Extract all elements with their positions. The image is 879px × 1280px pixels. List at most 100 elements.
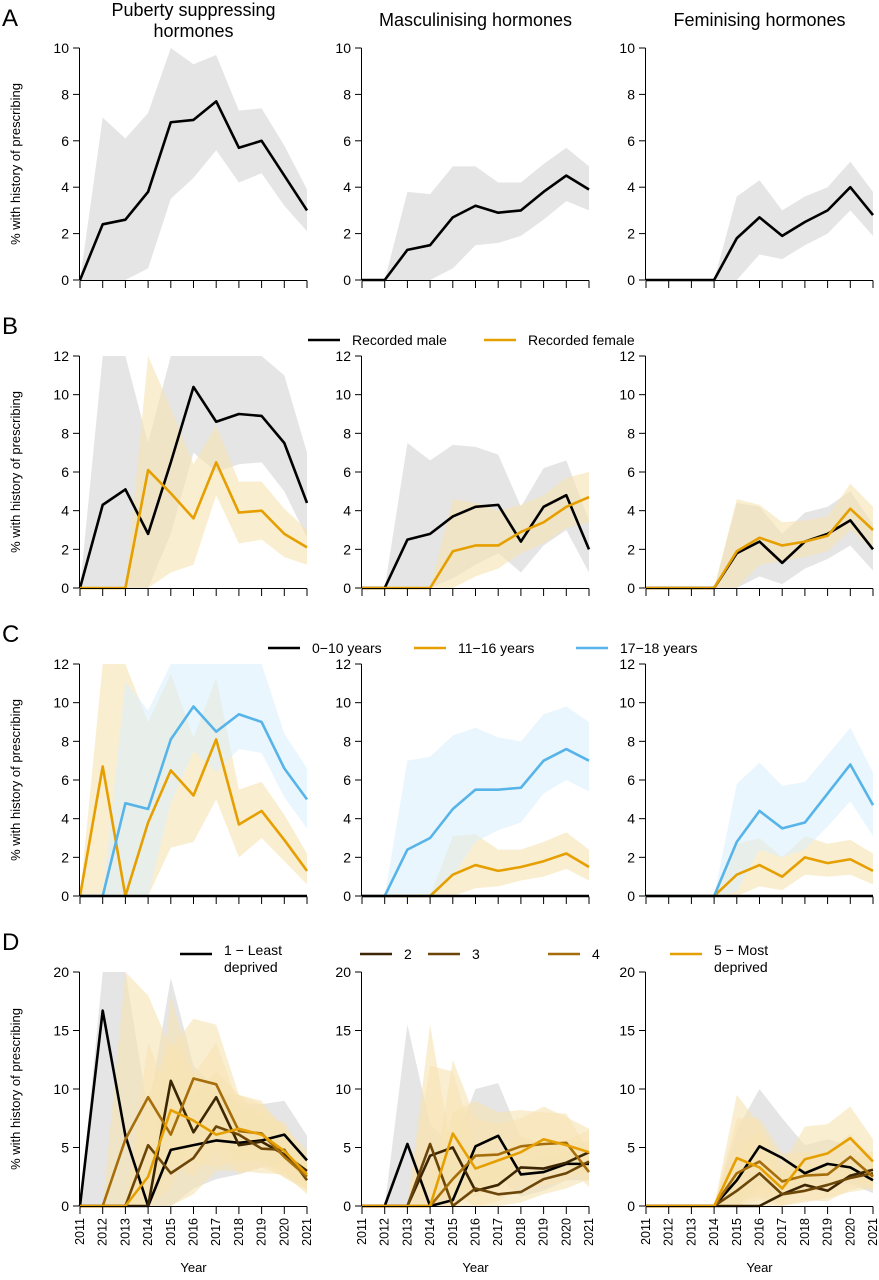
y-tick-label: 4 xyxy=(61,503,69,519)
ci-band xyxy=(362,147,589,280)
y-tick-label: 6 xyxy=(61,464,69,480)
x-tick-label: 2013 xyxy=(684,1218,698,1246)
panel-C-2: 0 2 4 6 8 10 12 xyxy=(335,656,590,904)
x-tick-label: 2021 xyxy=(582,1218,596,1246)
y-tick-label: 5 xyxy=(61,1140,69,1156)
ci-band xyxy=(646,161,873,280)
y-tick-label: 12 xyxy=(335,348,351,364)
y-tick-label: 2 xyxy=(61,541,69,557)
series-line xyxy=(362,493,591,590)
panel-B-1: 0 2 4 6 8 10 12 xyxy=(53,348,309,596)
y-tick-label: 4 xyxy=(343,811,351,827)
y-tick-label: 0 xyxy=(61,580,69,596)
column-title-3: Feminising hormones xyxy=(673,10,845,30)
y-tick-label: 0 xyxy=(627,272,635,288)
x-tick-label: 2013 xyxy=(118,1218,132,1246)
panel-A-1: 0 2 4 6 8 10 xyxy=(53,40,309,288)
panel-A-2: 0 2 4 6 8 10 xyxy=(335,40,590,288)
ci-band xyxy=(80,48,307,280)
row-C: C% with history of prescribing0246810120… xyxy=(2,621,875,904)
y-tick-label: 8 xyxy=(61,86,69,102)
x-tick-label: 2019 xyxy=(821,1218,835,1246)
y-tick-label: 12 xyxy=(619,348,635,364)
x-tick-label: 2014 xyxy=(707,1218,721,1246)
x-tick-label: 2015 xyxy=(446,1218,460,1246)
panel-D-1: 0 5 10 15 20 2011 2012 2013 2014 2015 2016 2017 2018… xyxy=(53,964,314,1275)
y-tick-label: 10 xyxy=(53,695,69,711)
y-tick-label: 2 xyxy=(343,849,351,865)
y-tick-label: 10 xyxy=(53,1081,69,1097)
x-tick-label: 2012 xyxy=(378,1218,392,1246)
y-tick-label: 2 xyxy=(343,541,351,557)
x-tick-label: 2020 xyxy=(843,1218,857,1246)
x-tick-label: 2019 xyxy=(537,1218,551,1246)
x-tick-label: 2017 xyxy=(775,1218,789,1246)
y-tick-label: 10 xyxy=(335,1081,351,1097)
y-tick-label: 8 xyxy=(61,425,69,441)
x-tick-label: 2016 xyxy=(187,1218,201,1246)
y-tick-label: 20 xyxy=(53,964,69,980)
row-A: A % with history of prescribing 0 2 4 6 8 10 0 2 4… xyxy=(2,5,875,288)
ci-band xyxy=(80,1042,307,1206)
x-tick-label: 2020 xyxy=(277,1218,291,1246)
panel-A-3: 0 2 4 6 8 10 xyxy=(619,40,875,288)
x-tick-label: 2017 xyxy=(209,1218,223,1246)
x-tick-label: 2011 xyxy=(73,1218,87,1245)
y-tick-label: 12 xyxy=(53,348,69,364)
series-line xyxy=(362,174,590,282)
legend-label: 1 − Least deprived xyxy=(224,942,282,975)
y-tick-label: 6 xyxy=(61,772,69,788)
y-tick-label: 8 xyxy=(343,733,351,749)
y-tick-label: 0 xyxy=(343,888,351,904)
y-tick-label: 10 xyxy=(619,40,635,56)
y-tick-label: 2 xyxy=(627,226,635,242)
y-axis-title: % with history of prescribing xyxy=(8,1008,23,1170)
y-tick-label: 8 xyxy=(627,733,635,749)
y-tick-label: 8 xyxy=(627,86,635,102)
x-tick-label: 2017 xyxy=(491,1218,505,1246)
y-tick-label: 8 xyxy=(343,86,351,102)
y-tick-label: 0 xyxy=(343,580,351,596)
y-tick-label: 4 xyxy=(61,811,69,827)
y-tick-label: 0 xyxy=(61,888,69,904)
legend-label: 17−18 years xyxy=(620,640,697,656)
x-tick-label: 2018 xyxy=(232,1218,246,1246)
series-line xyxy=(78,738,309,898)
x-tick-label: 2016 xyxy=(753,1218,767,1246)
y-tick-label: 2 xyxy=(627,849,635,865)
y-tick-label: 5 xyxy=(343,1140,351,1156)
ci-band xyxy=(362,472,589,588)
y-tick-label: 15 xyxy=(53,1023,69,1039)
legend-label: 4 xyxy=(592,946,600,962)
panel-D-3: 0 5 10 15 20 2011 2012 2013 2014 2015 2016 2017 2018… xyxy=(619,964,879,1275)
column-title-1: Puberty suppressing hormones xyxy=(111,0,275,41)
y-axis-title: % with history of prescribing xyxy=(8,699,23,861)
y-tick-label: 8 xyxy=(343,425,351,441)
x-tick-label: 2013 xyxy=(400,1218,414,1246)
y-tick-label: 10 xyxy=(53,387,69,403)
y-tick-label: 12 xyxy=(619,656,635,672)
column-title-2: Masculinising hormones xyxy=(379,10,572,30)
y-tick-label: 20 xyxy=(619,964,635,980)
y-tick-label: 12 xyxy=(335,656,351,672)
y-tick-label: 10 xyxy=(53,40,69,56)
ci-band xyxy=(80,664,307,896)
y-tick-label: 2 xyxy=(61,849,69,865)
y-tick-label: 6 xyxy=(343,772,351,788)
x-tick-label: 2012 xyxy=(662,1218,676,1246)
y-tick-label: 15 xyxy=(619,1023,635,1039)
legend-label: 3 xyxy=(472,946,480,962)
y-tick-label: 4 xyxy=(627,179,635,195)
x-tick-label: 2011 xyxy=(639,1218,653,1245)
y-tick-label: 10 xyxy=(335,40,351,56)
row-letter-B: B xyxy=(2,313,18,340)
panel-D-2: 0 5 10 15 20 2011 2012 2013 2014 2015 2016 2017 2018… xyxy=(335,964,596,1275)
y-tick-label: 6 xyxy=(627,133,635,149)
row-B: B% with history of prescribing0246810120… xyxy=(2,313,875,596)
y-tick-label: 6 xyxy=(627,772,635,788)
y-tick-label: 6 xyxy=(343,133,351,149)
legend: 0−10 years 11−16 years 17−18 years xyxy=(268,640,697,656)
y-tick-label: 0 xyxy=(343,272,351,288)
y-tick-label: 8 xyxy=(61,733,69,749)
